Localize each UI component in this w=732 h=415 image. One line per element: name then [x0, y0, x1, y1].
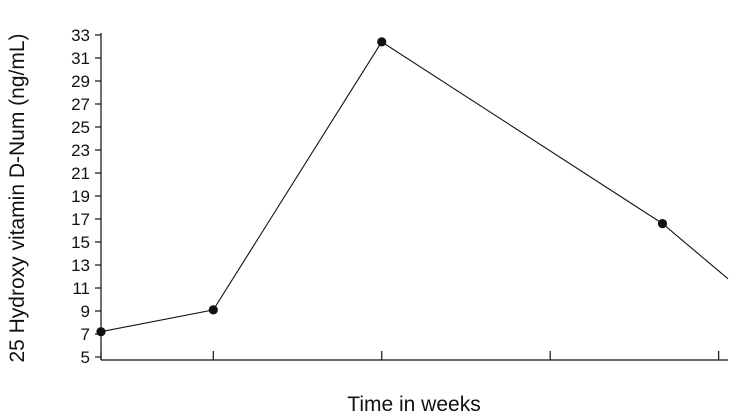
y-axis-title: 25 Hydroxy vitamin D-Num (ng/mL)	[6, 33, 29, 362]
y-tick-label: 15	[71, 233, 90, 252]
series-line	[100, 41, 729, 333]
y-axis: 5 7 9 11 13 15 17 19 21 23 25 27 29 31 33	[71, 26, 102, 367]
y-tick-label: 13	[71, 256, 90, 275]
y-tick-label: 33	[71, 26, 90, 45]
y-tick-label: 5	[81, 348, 90, 367]
data-point	[377, 37, 387, 47]
data-point	[208, 305, 218, 315]
x-axis-title: Time in weeks	[347, 393, 480, 415]
y-tick-label: 17	[71, 210, 90, 229]
y-tick-label: 29	[71, 72, 90, 91]
y-tick-label: 9	[81, 302, 90, 321]
y-tick-label: 23	[71, 141, 90, 160]
y-tick-label: 21	[71, 164, 90, 183]
data-point	[657, 219, 668, 229]
y-tick-label: 27	[71, 95, 90, 114]
x-axis	[100, 351, 728, 361]
data-point	[96, 327, 106, 337]
y-tick-label: 19	[71, 187, 90, 206]
series	[96, 37, 729, 337]
y-tick-label: 11	[72, 279, 90, 298]
y-tick-label: 7	[81, 325, 90, 344]
y-tick-label: 31	[71, 49, 90, 68]
y-tick-label: 25	[71, 118, 90, 137]
